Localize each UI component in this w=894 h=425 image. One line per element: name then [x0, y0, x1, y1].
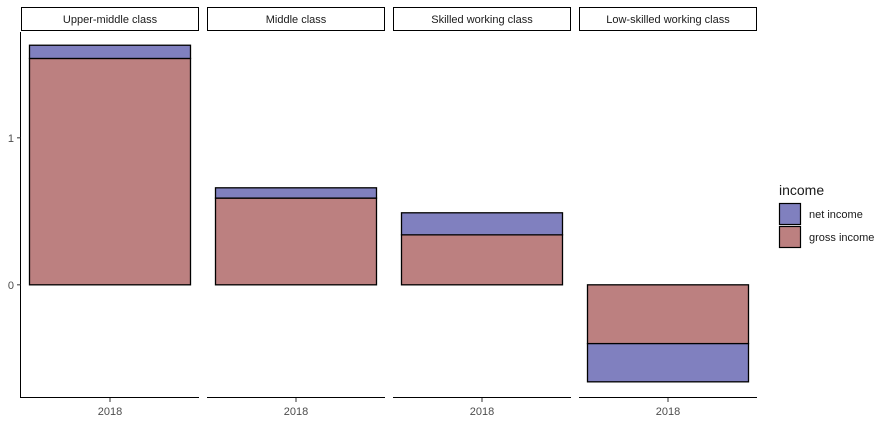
bar-gross-income: [214, 197, 378, 286]
x-tick-label: 2018: [656, 406, 680, 418]
facet-strip-label: Middle class: [266, 14, 327, 26]
bar-net-income: [214, 187, 378, 199]
bar-gross-income: [586, 284, 750, 345]
x-tick-label: 2018: [98, 406, 122, 418]
y-tick-label: 0: [8, 280, 14, 292]
legend-key-swatch: [778, 225, 802, 249]
bar-gross-income: [400, 234, 564, 286]
facet-strip-label: Skilled working class: [431, 14, 533, 26]
legend-title: income: [779, 182, 824, 198]
x-tick-label: 2018: [284, 406, 308, 418]
legend-key-swatch: [778, 202, 802, 226]
legend-label: gross income: [809, 232, 874, 244]
bar-net-income: [400, 212, 564, 236]
facet-strip-label: Upper-middle class: [63, 14, 158, 26]
bar-net-income: [28, 44, 192, 60]
facet-strip: [579, 7, 757, 31]
bar-net-income: [586, 342, 750, 383]
facet-strip: [207, 7, 385, 31]
bar-gross-income: [28, 57, 192, 286]
facet-strip-label: Low-skilled working class: [606, 14, 730, 26]
facet-strip: [393, 7, 571, 31]
y-tick-label: 1: [8, 133, 14, 145]
x-tick-label: 2018: [470, 406, 494, 418]
legend-label: net income: [809, 209, 863, 221]
facet-strip: [21, 7, 199, 31]
